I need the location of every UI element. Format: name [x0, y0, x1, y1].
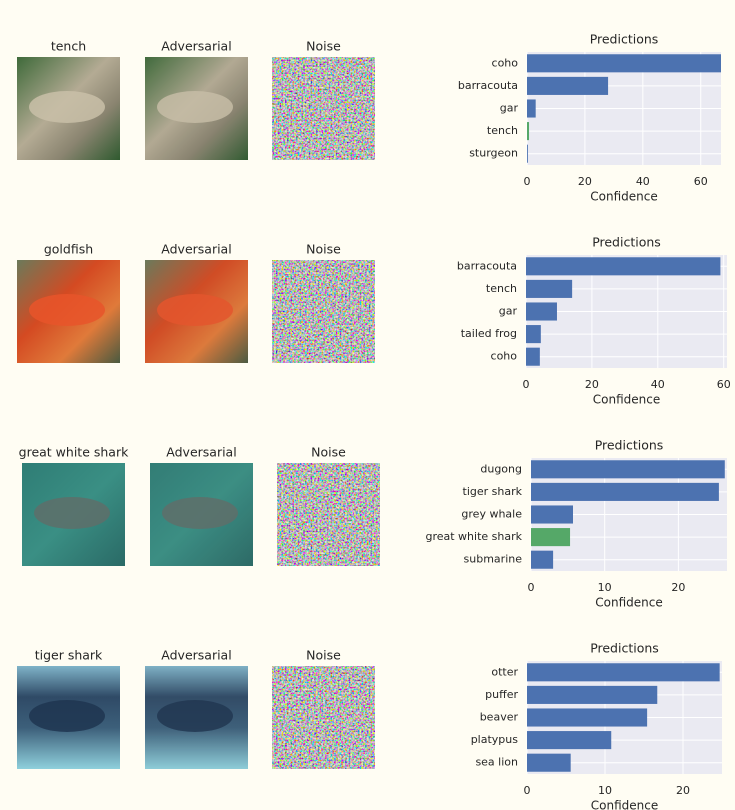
image-title: Adversarial: [166, 445, 236, 460]
image-title: goldfish: [44, 242, 93, 257]
image-title: tench: [51, 39, 86, 54]
y-tick-label: coho: [491, 350, 518, 363]
y-tick-label: grey whale: [461, 508, 522, 521]
bar: [526, 279, 573, 298]
y-tick-label: barracouta: [458, 79, 518, 92]
bar: [531, 550, 554, 569]
image-subject: [29, 700, 105, 732]
x-tick-label: 40: [651, 378, 665, 391]
x-tick-label: 0: [524, 175, 531, 188]
y-tick-label: otter: [491, 665, 518, 678]
x-axis-label: Confidence: [590, 190, 657, 204]
image-title: Noise: [306, 242, 341, 257]
bar: [527, 753, 571, 772]
bar: [527, 54, 721, 73]
y-tick-label: tailed frog: [461, 327, 517, 340]
image-title: Noise: [306, 39, 341, 54]
image-perturbation: [145, 57, 248, 160]
bar: [527, 731, 612, 750]
bar: [527, 685, 658, 704]
y-tick-label: coho: [492, 56, 519, 69]
x-tick-label: 20: [585, 378, 599, 391]
bar: [527, 76, 609, 95]
y-tick-label: tiger shark: [463, 485, 523, 498]
bar: [531, 460, 725, 479]
bar: [526, 347, 540, 366]
bar: [526, 325, 541, 344]
noise-image: [277, 463, 380, 566]
image-subject: [29, 91, 105, 123]
x-tick-label: 40: [636, 175, 650, 188]
x-axis-label: Confidence: [593, 393, 660, 407]
image-perturbation: [145, 666, 248, 769]
image-title: Adversarial: [161, 242, 231, 257]
x-axis-label: Confidence: [591, 799, 658, 810]
image-subject: [34, 497, 110, 529]
y-tick-label: sea lion: [475, 756, 518, 769]
bar: [527, 144, 528, 163]
x-tick-label: 10: [598, 581, 612, 594]
y-tick-label: gar: [500, 102, 519, 115]
image-perturbation: [150, 463, 253, 566]
image-subject: [29, 294, 105, 326]
image-subject: [162, 497, 238, 529]
chart-title: Predictions: [590, 32, 659, 47]
x-axis-label: Confidence: [595, 596, 662, 610]
y-tick-label: puffer: [485, 688, 518, 701]
noise-image: [272, 666, 375, 769]
bar: [527, 708, 648, 727]
bar: [527, 122, 530, 141]
chart-title: Predictions: [590, 641, 659, 656]
y-tick-label: barracouta: [457, 259, 517, 272]
x-tick-label: 0: [528, 581, 535, 594]
bar: [526, 302, 557, 321]
bar: [527, 663, 720, 682]
chart-title: Predictions: [595, 438, 664, 453]
y-tick-label: tench: [487, 124, 518, 137]
bar: [526, 257, 721, 276]
x-tick-label: 0: [524, 784, 531, 797]
chart-title: Predictions: [592, 235, 661, 250]
image-subject: [157, 700, 233, 732]
bar: [531, 482, 719, 501]
image-title: great white shark: [19, 445, 129, 460]
x-tick-label: 20: [676, 784, 690, 797]
image-subject: [157, 294, 233, 326]
bar: [531, 528, 571, 547]
y-tick-label: tench: [486, 282, 517, 295]
y-tick-label: platypus: [471, 733, 519, 746]
y-tick-label: dugong: [480, 462, 522, 475]
image-title: Adversarial: [161, 648, 231, 663]
x-tick-label: 60: [694, 175, 708, 188]
y-tick-label: gar: [499, 305, 518, 318]
y-tick-label: submarine: [464, 553, 523, 566]
image-title: Noise: [306, 648, 341, 663]
bar: [527, 99, 536, 118]
x-tick-label: 60: [717, 378, 731, 391]
image-perturbation: [145, 260, 248, 363]
y-tick-label: sturgeon: [469, 147, 518, 160]
noise-image: [272, 57, 375, 160]
image-title: Adversarial: [161, 39, 231, 54]
bar: [531, 505, 573, 524]
image-subject: [157, 91, 233, 123]
noise-image: [272, 260, 375, 363]
y-tick-label: beaver: [480, 711, 519, 724]
image-title: Noise: [311, 445, 346, 460]
x-tick-label: 20: [671, 581, 685, 594]
image-title: tiger shark: [35, 648, 103, 663]
x-tick-label: 20: [578, 175, 592, 188]
x-tick-label: 10: [598, 784, 612, 797]
y-tick-label: great white shark: [425, 530, 522, 543]
x-tick-label: 0: [523, 378, 530, 391]
